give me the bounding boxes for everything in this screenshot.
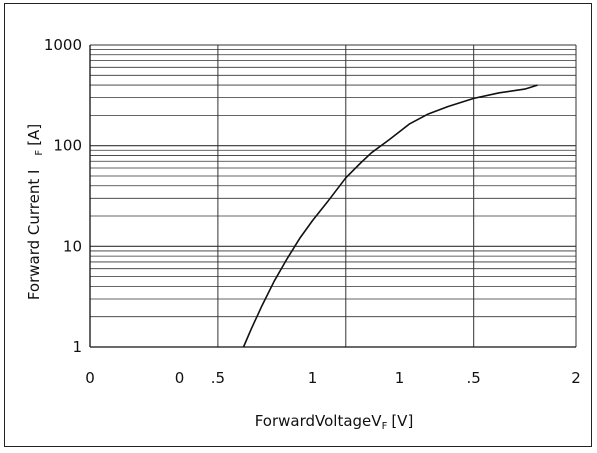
x-axis-label: ForwardVoltageVF [V] xyxy=(255,412,414,432)
chart-frame xyxy=(4,3,592,447)
x-tick-label: .5 xyxy=(211,369,225,387)
forward-current-curve xyxy=(242,84,538,348)
y-tick-label: 1 xyxy=(72,338,82,356)
y-axis-label-unit: [A] xyxy=(25,124,43,146)
x-tick-label: 1 xyxy=(308,369,318,387)
y-axis-label: Forward Current I F [A] xyxy=(25,124,45,300)
grid xyxy=(89,44,577,348)
x-tick-label: 0 xyxy=(175,369,185,387)
x-axis-label-sub: F xyxy=(382,421,388,432)
x-tick-label: 1 xyxy=(395,369,405,387)
x-tick-label: 2 xyxy=(571,369,581,387)
labels: 1 10 100 1000 0 0 .5 1 1 .5 2 xyxy=(44,36,581,387)
x-tick-label: .5 xyxy=(467,369,481,387)
y-axis-label-main: Forward Current I xyxy=(25,170,43,301)
x-axis-label-main: ForwardVoltageV xyxy=(255,412,383,430)
y-axis-label-sub: F xyxy=(34,150,45,156)
x-axis-label-unit: [V] xyxy=(391,412,413,430)
y-tick-label: 100 xyxy=(53,137,82,155)
series-layer xyxy=(242,84,538,348)
x-tick-label: 0 xyxy=(85,369,95,387)
y-tick-label: 10 xyxy=(63,237,82,255)
y-tick-label: 1000 xyxy=(44,36,82,54)
axes xyxy=(89,45,576,348)
